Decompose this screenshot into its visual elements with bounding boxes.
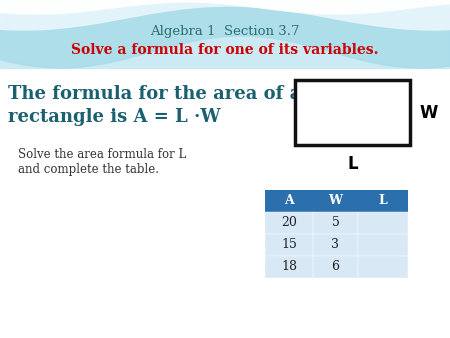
- Bar: [358, 234, 408, 256]
- Text: Algebra 1  Section 3.7: Algebra 1 Section 3.7: [150, 25, 300, 39]
- Polygon shape: [0, 0, 450, 68]
- Text: 18: 18: [281, 261, 297, 273]
- Bar: [313, 234, 358, 256]
- Bar: [295, 80, 410, 145]
- Text: A: A: [284, 194, 294, 208]
- Bar: [358, 212, 408, 234]
- Text: 20: 20: [281, 217, 297, 230]
- Bar: [358, 190, 408, 212]
- Bar: [313, 212, 358, 234]
- Bar: [265, 234, 313, 256]
- Text: The formula for the area of a: The formula for the area of a: [8, 85, 301, 103]
- Polygon shape: [0, 0, 450, 30]
- Bar: [313, 256, 358, 278]
- Text: and complete the table.: and complete the table.: [18, 163, 159, 176]
- Text: 3: 3: [332, 239, 339, 251]
- Bar: [265, 212, 313, 234]
- Text: rectangle is A = L ·W: rectangle is A = L ·W: [8, 108, 220, 126]
- Text: 15: 15: [281, 239, 297, 251]
- Text: Solve a formula for one of its variables.: Solve a formula for one of its variables…: [71, 43, 379, 57]
- Bar: [265, 190, 313, 212]
- Text: L: L: [378, 194, 387, 208]
- Text: 5: 5: [332, 217, 339, 230]
- Text: W: W: [419, 103, 437, 121]
- Bar: [265, 256, 313, 278]
- Text: 6: 6: [332, 261, 339, 273]
- Text: L: L: [347, 155, 358, 173]
- Text: W: W: [328, 194, 342, 208]
- Text: Solve the area formula for L: Solve the area formula for L: [18, 148, 186, 161]
- Bar: [313, 190, 358, 212]
- Polygon shape: [0, 0, 450, 14]
- Bar: [358, 256, 408, 278]
- Bar: [0, 0, 450, 68]
